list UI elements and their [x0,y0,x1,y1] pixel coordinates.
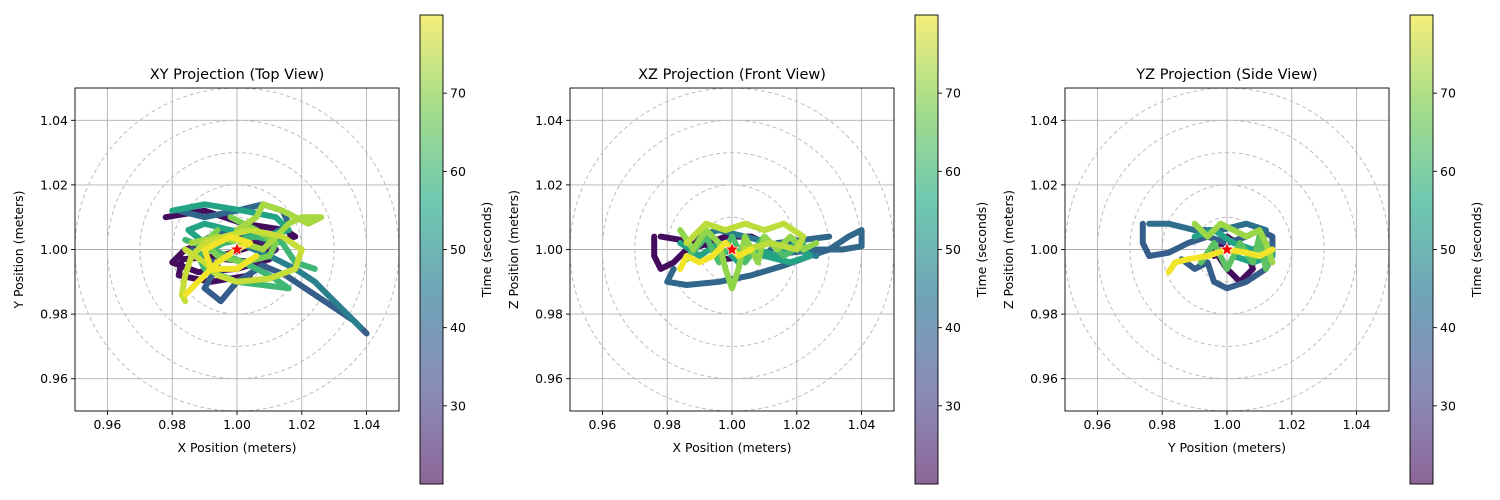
y-tick-label: 1.02 [40,177,68,192]
y-axis-label: Z Position (meters) [1001,190,1016,309]
trajectory-segment [1165,246,1276,276]
colorbar-label: Time (seconds) [1469,202,1484,298]
subplot-1: 0.96 0.98 1.00 1.02 1.04 0.96 0.98 1.00 1.02 1.04… [11,14,494,485]
x-tick-label: 1.04 [848,417,876,432]
distance-ring [139,152,335,347]
y-tick-label: 1.04 [1030,113,1058,128]
x-axis-label: Y Position (meters) [1167,440,1286,455]
x-tick-label: 1.04 [353,417,381,432]
y-axis-label: Z Position (meters) [506,190,521,309]
x-tick-label: 1.02 [783,417,811,432]
colorbar-tick-label: 30 [450,398,466,413]
y-tick-label: 0.98 [40,307,68,322]
colorbar-tick-label: 60 [1440,164,1456,179]
chart-title: XY Projection (Top View) [150,67,325,83]
y-tick-label: 0.98 [535,307,563,322]
distance-ring [666,184,798,315]
colorbar-tick-label: 40 [945,320,961,335]
colorbar-tick-label: 30 [1440,398,1456,413]
distance-ring [1096,119,1358,380]
x-tick-label: 0.98 [158,417,186,432]
trajectory-segment [175,201,292,246]
colorbar-label: Time (seconds) [479,202,494,298]
x-tick-label: 0.98 [653,417,681,432]
colorbar-tick-label: 50 [450,242,466,257]
colorbar-tick-label: 70 [450,86,466,101]
distance-ring [1129,152,1325,347]
trajectory-segment [188,246,370,337]
y-tick-label: 0.96 [40,371,68,386]
colorbar: 30 40 50 60 70 Time (seconds) [914,14,989,485]
colorbar-tick-label: 30 [945,398,961,413]
x-tick-label: 0.96 [588,417,616,432]
colorbar-tick-label: 40 [1440,320,1456,335]
trajectory-segment [178,227,305,305]
y-axis-label: Y Position (meters) [11,190,26,309]
x-tick-label: 0.96 [93,417,121,432]
trajectory [162,201,370,337]
trajectory-segment [1191,220,1276,266]
subplot-3: 0.96 0.98 1.00 1.02 1.04 0.96 0.98 1.00 1.02 1.04… [1001,14,1484,485]
x-axis-label: X Position (meters) [672,440,791,455]
trajectory-segment [182,233,260,298]
trajectory-segment [677,240,755,272]
x-axis-label: X Position (meters) [177,440,296,455]
x-tick-label: 1.04 [1343,417,1371,432]
y-tick-label: 1.02 [1030,177,1058,192]
colorbar-tick-label: 50 [1440,242,1456,257]
distance-ring [601,119,863,380]
colorbar-gradient [1410,15,1433,484]
trajectory-segment [683,233,807,266]
chart-title: XZ Projection (Front View) [638,67,826,83]
colorbar-tick-label: 40 [450,320,466,335]
colorbar-gradient [915,15,938,484]
colorbar: 30 40 50 60 70 Time (seconds) [1409,14,1484,485]
trajectory-segment [1139,220,1276,292]
y-tick-label: 0.96 [1030,371,1058,386]
target-star-marker [229,241,245,256]
trajectory-segment [690,227,820,259]
y-tick-label: 1.04 [535,113,563,128]
chart-title: YZ Projection (Side View) [1135,67,1317,83]
x-tick-label: 0.96 [1083,417,1111,432]
colorbar: 30 40 50 60 70 Time (seconds) [419,14,494,485]
colorbar-gradient [420,15,443,484]
y-tick-label: 1.00 [1030,242,1058,257]
distance-ring [1161,184,1293,315]
subplot-2: 0.96 0.98 1.00 1.02 1.04 0.96 0.98 1.00 1.02 1.04… [506,14,989,485]
target-star-marker [1219,241,1235,256]
x-tick-label: 1.00 [223,417,251,432]
colorbar-tick-label: 70 [1440,86,1456,101]
x-tick-label: 1.00 [1213,417,1241,432]
y-tick-label: 1.04 [40,113,68,128]
distance-ring [106,119,368,380]
colorbar-tick-label: 60 [450,164,466,179]
colorbar-tick-label: 70 [945,86,961,101]
y-tick-label: 1.00 [40,242,68,257]
y-tick-label: 0.96 [535,371,563,386]
x-tick-label: 1.00 [718,417,746,432]
y-tick-label: 0.98 [1030,307,1058,322]
trajectory [651,220,865,292]
x-tick-label: 1.02 [1278,417,1306,432]
x-tick-label: 1.02 [288,417,316,432]
y-tick-label: 1.00 [535,242,563,257]
colorbar-tick-label: 50 [945,242,961,257]
colorbar-label: Time (seconds) [974,202,989,298]
x-tick-label: 0.98 [1148,417,1176,432]
trajectory-segment [683,220,807,253]
y-tick-label: 1.02 [535,177,563,192]
trajectory [1139,220,1276,292]
target-star-marker [724,241,740,256]
colorbar-tick-label: 60 [945,164,961,179]
